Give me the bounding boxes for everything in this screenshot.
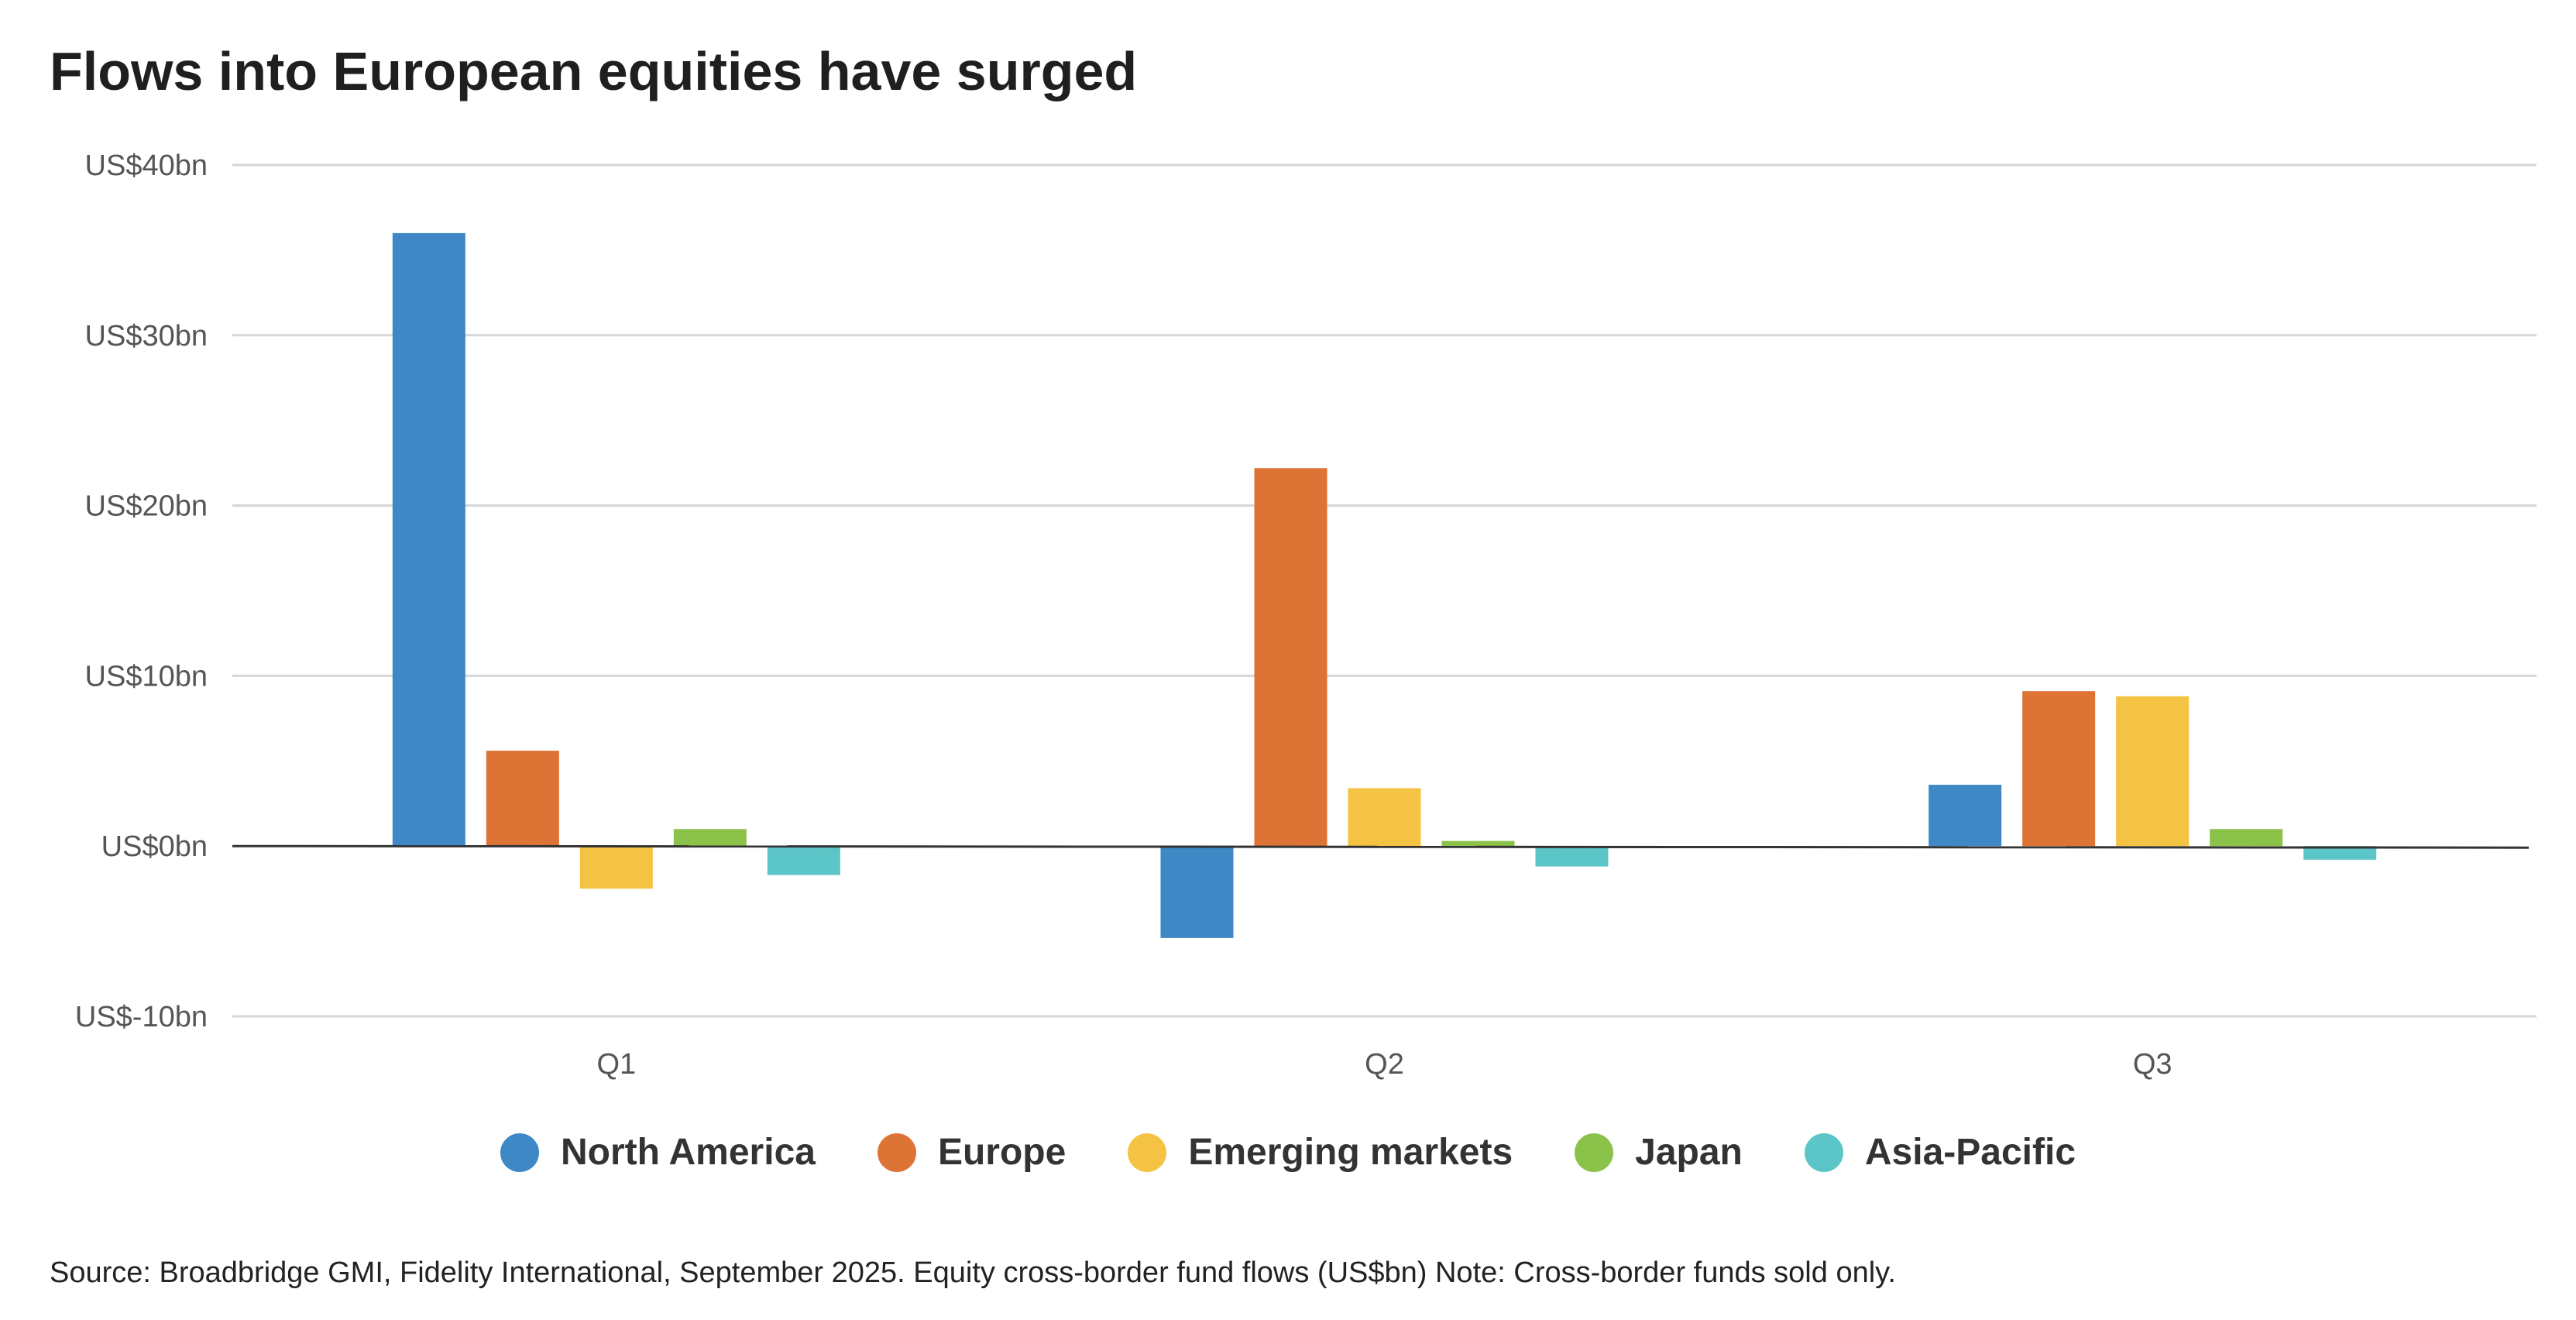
x-category-label: Q2: [1365, 1048, 1404, 1081]
legend-label: Japan: [1635, 1132, 1743, 1173]
legend-label: North America: [560, 1132, 816, 1173]
legend-item[interactable]: North America: [500, 1131, 816, 1174]
y-tick-label: US$30bn: [85, 320, 208, 352]
legend-marker-icon: [1804, 1133, 1843, 1172]
zero-axis-line: [232, 844, 2530, 849]
source-note: Source: Broadbridge GMI, Fidelity Intern…: [50, 1256, 1896, 1289]
legend-item[interactable]: Japan: [1575, 1131, 1743, 1174]
bar-asia-pacific-q2: [1535, 846, 1609, 867]
gridlines: [232, 163, 2537, 1018]
x-category-label: Q1: [596, 1048, 636, 1081]
chart-title: Flows into European equities have surged: [50, 41, 1138, 101]
bar-emerging-markets-q1: [579, 846, 653, 889]
bar-chart: US$40bn US$30bn US$20bn US$10bn US$0bn US$-10…: [75, 150, 2537, 1081]
legend-item[interactable]: Asia-Pacific: [1804, 1131, 2076, 1174]
legend-label: Emerging markets: [1188, 1132, 1513, 1173]
legend: North America Europe Emerging markets Japan…: [0, 1131, 2576, 1174]
bar-north-america-q2: [1160, 846, 1234, 938]
legend-item[interactable]: Emerging markets: [1128, 1131, 1513, 1174]
bar-japan-q1: [673, 829, 747, 847]
bar-europe-q2: [1254, 468, 1327, 847]
legend-marker-icon: [1575, 1133, 1614, 1172]
bar-emerging-markets-q3: [2116, 696, 2190, 847]
bar-north-america-q3: [1929, 785, 2002, 847]
x-category-label: Q3: [2133, 1048, 2172, 1081]
bar-asia-pacific-q1: [767, 846, 840, 875]
legend-label: Europe: [937, 1132, 1066, 1173]
bar-asia-pacific-q3: [2303, 846, 2377, 860]
zero-line: [232, 844, 2530, 849]
x-axis-category-labels: Q1 Q2 Q3: [596, 1048, 2172, 1081]
bar-japan-q3: [2210, 829, 2283, 847]
bar-emerging-markets-q2: [1348, 788, 1421, 847]
legend-marker-icon: [1128, 1133, 1167, 1172]
y-tick-label: US$-10bn: [75, 1001, 208, 1033]
bar-europe-q1: [486, 751, 559, 847]
bar-europe-q3: [2022, 691, 2096, 847]
y-tick-label: US$0bn: [101, 830, 208, 863]
legend-marker-icon: [500, 1133, 539, 1172]
y-tick-label: US$20bn: [85, 490, 208, 523]
bar-japan-q2: [1441, 840, 1515, 847]
y-axis-tick-labels: US$40bn US$30bn US$20bn US$10bn US$0bn US$-10…: [75, 150, 208, 1033]
bar-north-america-q1: [392, 232, 465, 847]
bars: [392, 232, 2377, 938]
legend-item[interactable]: Europe: [877, 1131, 1066, 1174]
legend-label: Asia-Pacific: [1864, 1132, 2076, 1173]
legend-marker-icon: [877, 1133, 916, 1172]
y-tick-label: US$10bn: [85, 660, 208, 693]
y-tick-label: US$40bn: [85, 150, 208, 182]
